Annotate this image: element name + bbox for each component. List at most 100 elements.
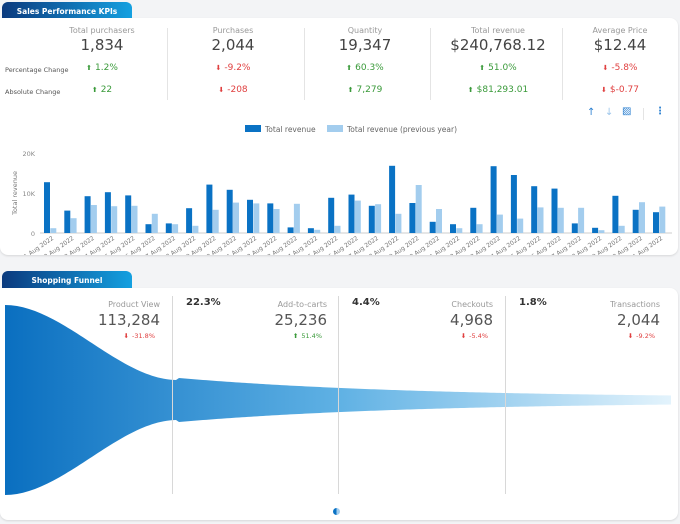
arrow-up-icon: ⬆ [346,64,353,72]
kpi-title: Average Price [592,26,648,35]
bar-previous [70,218,77,233]
kpi-title: Quantity [347,26,383,35]
stage-value: 25,236 [274,311,328,329]
kpi-3: Total revenue $240,768.12 [428,26,568,54]
bar-current [125,195,132,233]
funnel-panel-tab[interactable]: Shopping Funnel [2,271,132,289]
kpi-value: $12.44 [593,36,647,54]
bar-previous [334,225,341,233]
kpi-pct-change: ⬆ 60.3% [346,63,383,73]
bar-current [206,184,213,233]
arrow-up-icon[interactable]: ↑ [587,107,596,118]
bar-previous [476,224,483,233]
legend-label: Total revenue (previous year) [346,125,457,134]
bar-current [64,210,71,233]
kpi-0: Total purchasers 1,834 [32,26,172,54]
arrow-up-icon: ⬆ [86,64,92,72]
bar-previous [111,206,118,233]
change-value: 51.4% [301,332,322,340]
arrow-down-icon: ⬇ [123,332,129,340]
bar-previous [314,229,321,233]
bar-previous [517,218,524,233]
change-value: -5.4% [469,332,488,340]
bar-previous [233,202,239,233]
bar-previous [496,214,503,233]
change-value: 60.3% [355,63,384,73]
bar-previous [172,224,179,233]
column-divider [562,28,563,100]
bar-previous [293,203,300,233]
bar-previous [90,205,97,233]
arrow-down-icon: ⬇ [602,64,609,72]
kpi-title: Total revenue [471,26,525,35]
stage-label: Checkouts [451,300,493,309]
bar-previous [50,228,57,233]
conversion-rate: 1.8% [519,297,547,308]
column-divider [430,28,431,100]
change-value: 1.2% [95,63,118,73]
bar-current [368,205,375,233]
stage-change: ⬆ 51.4% [293,332,322,340]
bar-previous [212,209,219,233]
kpi-panel-tab[interactable]: Sales Performance KPIs [2,2,132,20]
arrow-up-icon: ⬆ [91,86,98,94]
bar-current [470,207,477,233]
bar-current [84,196,91,233]
kpi-value: $240,768.12 [450,36,546,54]
legend-swatch [327,125,343,132]
change-value: -9.2% [224,63,251,73]
kpi-4: Average Price $12.44 [550,26,680,54]
arrow-down-icon: ⬇ [627,332,634,340]
arrow-down-icon[interactable]: ↓ [605,107,614,118]
bar-previous [557,207,564,233]
bar-current [186,208,193,233]
bar-previous [395,213,402,233]
bar-previous [273,209,280,233]
kpi-1: Purchases 2,044 [163,26,303,54]
stage-label: Add-to-carts [277,300,327,309]
bar-current [226,189,233,233]
bar-current [592,227,599,233]
conversion-rate: 4.4% [352,297,380,308]
kpi-abs-change: ⬆ $81,293.01 [468,85,528,95]
bar-current [429,221,436,233]
conversion-rate: 22.3% [186,297,221,308]
bar-previous [639,202,645,233]
bar-current [104,192,111,233]
arrow-up-icon: ⬆ [467,86,474,94]
kpi-pct-change: ⬆ 1.2% [86,63,118,73]
kpi-pct-change: ⬇ -5.8% [603,63,638,73]
column-divider [167,28,168,100]
change-value: 51.0% [488,63,517,73]
bar-current [307,228,314,233]
arrow-up-icon: ⬆ [479,64,486,72]
bar-previous [618,225,625,233]
kpi-abs-change: ⬆ 7,279 [348,85,383,95]
stage-divider [505,296,506,494]
bar-current [348,194,355,233]
kpi-value: 1,834 [80,36,124,54]
kpi-abs-change: ⬇ $-0.77 [601,85,639,95]
bar-previous [578,207,585,233]
bar-current [510,175,517,233]
arrow-up-icon: ⬆ [347,86,354,94]
stage-divider [338,296,339,494]
bar-current [571,223,578,233]
bar-current [551,188,558,233]
more-vertical-icon[interactable]: ⋮ [655,106,665,117]
bar-current [287,227,294,233]
column-divider [304,28,305,100]
change-value: 7,279 [356,85,383,95]
pagination-dot[interactable] [333,508,340,515]
kpi-title: Purchases [212,26,254,35]
bar-previous [131,205,138,233]
kpi-value: 19,347 [338,36,392,54]
stage-value: 4,968 [450,311,493,329]
change-value: $-0.77 [609,85,639,95]
kpi-pct-change: ⬇ -9.2% [216,63,251,73]
stage-label: Transactions [610,300,660,309]
chart-settings-icon[interactable]: ▨ [622,106,632,117]
kpi-pct-change: ⬆ 51.0% [479,63,516,73]
bar-current [653,212,659,233]
bar-current [450,224,456,233]
